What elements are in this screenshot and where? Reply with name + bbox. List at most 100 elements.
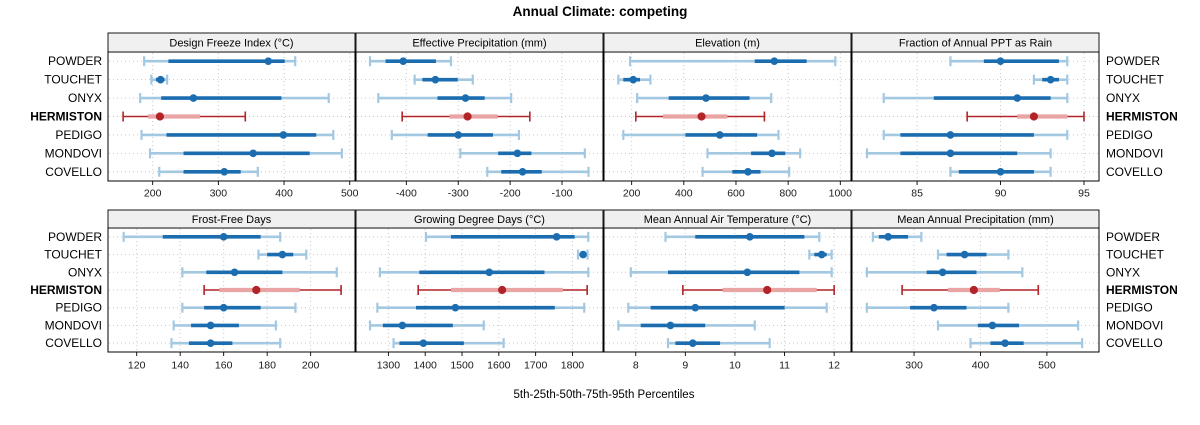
panel-strip: [355, 32, 604, 53]
row-label-left-TOUCHET: TOUCHET: [44, 73, 102, 87]
panel-strip-title: Design Freeze Index (°C): [169, 38, 293, 50]
x-tick-label: 200: [623, 188, 641, 200]
x-tick-label: 9: [682, 360, 688, 372]
x-tick-label: -200: [500, 188, 521, 200]
panel-strip-title: Mean Annual Precipitation (mm): [897, 214, 1054, 226]
x-tick-label: 10: [729, 360, 741, 372]
median-dot-COVELLO: [518, 167, 527, 176]
panel-strip-title: Mean Annual Air Temperature (°C): [644, 214, 811, 226]
row-label-right-COVELLO: COVELLO: [1106, 336, 1163, 350]
median-dot-POWDER: [219, 233, 228, 241]
row-label-right-COVELLO: COVELLO: [1106, 165, 1163, 179]
median-dot-MONDOVI: [988, 321, 997, 330]
row-label-left-POWDER: POWDER: [48, 230, 102, 244]
row-label-right-TOUCHET: TOUCHET: [1106, 248, 1164, 262]
median-dot-ONYX: [938, 268, 947, 277]
median-dot-MONDOVI: [666, 321, 675, 330]
median-dot-MONDOVI: [249, 149, 257, 158]
median-dot-PEDIGO: [716, 131, 724, 139]
median-dot-COVELLO: [220, 167, 229, 176]
row-label-left-PEDIGO: PEDIGO: [55, 128, 102, 142]
median-dot-HERMISTON: [1029, 112, 1039, 121]
x-tick-label: -300: [448, 188, 469, 200]
x-tick-label: 1000: [829, 188, 853, 200]
chart-title: Annual Climate: competing: [512, 4, 688, 19]
median-dot-TOUCHET: [431, 75, 440, 84]
median-dot-ONYX: [1013, 94, 1022, 102]
x-tick-label: 300: [905, 360, 923, 372]
panel-strip-title: Growing Degree Days (°C): [414, 214, 545, 226]
panel-strip: [107, 209, 356, 229]
panel-strip-title: Frost-Free Days: [192, 214, 272, 226]
median-dot-COVELLO: [419, 339, 428, 347]
panel-elevation-m-: 200 400 600 800 1000 Elevation (m): [603, 32, 853, 200]
median-dot-ONYX: [485, 268, 494, 277]
x-tick-label: 1700: [524, 360, 548, 372]
x-tick-label: 500: [341, 188, 359, 200]
x-tick-label: 1500: [450, 360, 474, 372]
row-label-right-MONDOVI: MONDOVI: [1106, 318, 1163, 332]
median-dot-HERMISTON: [697, 112, 706, 121]
x-tick-label: 800: [779, 188, 797, 200]
row-label-right-PEDIGO: PEDIGO: [1106, 301, 1153, 315]
x-tick-label: 1600: [487, 360, 511, 372]
median-dot-POWDER: [996, 57, 1005, 66]
median-dot-HERMISTON: [155, 112, 164, 121]
median-dot-COVELLO: [744, 167, 752, 176]
row-label-right-HERMISTON: HERMISTON: [1106, 283, 1178, 297]
row-label-right-MONDOVI: MONDOVI: [1106, 146, 1163, 160]
x-tick-label: 300: [210, 188, 228, 200]
x-tick-label: 400: [275, 188, 293, 200]
median-dot-PEDIGO: [691, 303, 700, 312]
panel-effective-precipitation-mm-: -400 -300 -200 -100 Effective Precipitation …: [355, 32, 604, 200]
x-tick-label: 120: [128, 360, 146, 372]
x-tick-label: 400: [675, 188, 693, 200]
row-label-left-ONYX: ONYX: [68, 265, 102, 279]
row-label-right-ONYX: ONYX: [1106, 265, 1140, 279]
x-tick-label: 1300: [377, 360, 401, 372]
panel-mean-annual-air-temperature-c-: 8 9 10 11 12 Mean Annual Air Temperature (°C): [603, 209, 852, 372]
row-label-left-MONDOVI: MONDOVI: [45, 318, 102, 332]
median-dot-PEDIGO: [219, 303, 228, 312]
median-dot-HERMISTON: [463, 112, 472, 121]
panel-strip: [355, 209, 604, 229]
x-tick-label: 12: [828, 360, 840, 372]
x-tick-label: 8: [633, 360, 639, 372]
median-dot-COVELLO: [1001, 339, 1009, 347]
x-tick-label: 1400: [414, 360, 438, 372]
row-label-left-COVELLO: COVELLO: [45, 165, 102, 179]
row-label-left-TOUCHET: TOUCHET: [44, 248, 102, 262]
row-label-right-TOUCHET: TOUCHET: [1106, 73, 1164, 87]
x-tick-label: 200: [144, 188, 162, 200]
row-label-right-POWDER: POWDER: [1106, 230, 1160, 244]
panel-growing-degree-days-c-: 1300 1400 1500 1600 1700 1800 Growing Degree D…: [355, 209, 604, 372]
row-label-left-HERMISTON: HERMISTON: [30, 110, 102, 124]
median-dot-HERMISTON: [763, 285, 772, 295]
x-tick-label: 180: [258, 360, 276, 372]
x-tick-label: 1800: [561, 360, 585, 372]
median-dot-ONYX: [189, 94, 198, 102]
x-tick-label: 160: [215, 360, 233, 372]
median-dot-HERMISTON: [969, 285, 978, 295]
median-dot-TOUCHET: [1046, 75, 1055, 84]
x-tick-label: 140: [171, 360, 189, 372]
median-dot-COVELLO: [688, 339, 697, 347]
panel-strip: [603, 209, 852, 229]
median-dot-TOUCHET: [156, 75, 165, 84]
panel-mean-annual-precipitation-mm-: 300 400 500 Mean Annual Precipitation (mm): [851, 209, 1100, 372]
median-dot-POWDER: [884, 233, 892, 241]
x-tick-label: 200: [302, 360, 320, 372]
median-dot-TOUCHET: [579, 250, 587, 259]
panel-strip: [107, 32, 356, 53]
median-dot-HERMISTON: [252, 285, 261, 295]
median-dot-TOUCHET: [629, 75, 638, 84]
median-dot-PEDIGO: [454, 131, 463, 139]
panel-strip: [603, 32, 852, 53]
panel-strip: [851, 209, 1100, 229]
x-tick-label: -400: [396, 188, 417, 200]
median-dot-TOUCHET: [960, 250, 969, 259]
median-dot-ONYX: [461, 94, 470, 102]
panel-strip: [851, 32, 1100, 53]
